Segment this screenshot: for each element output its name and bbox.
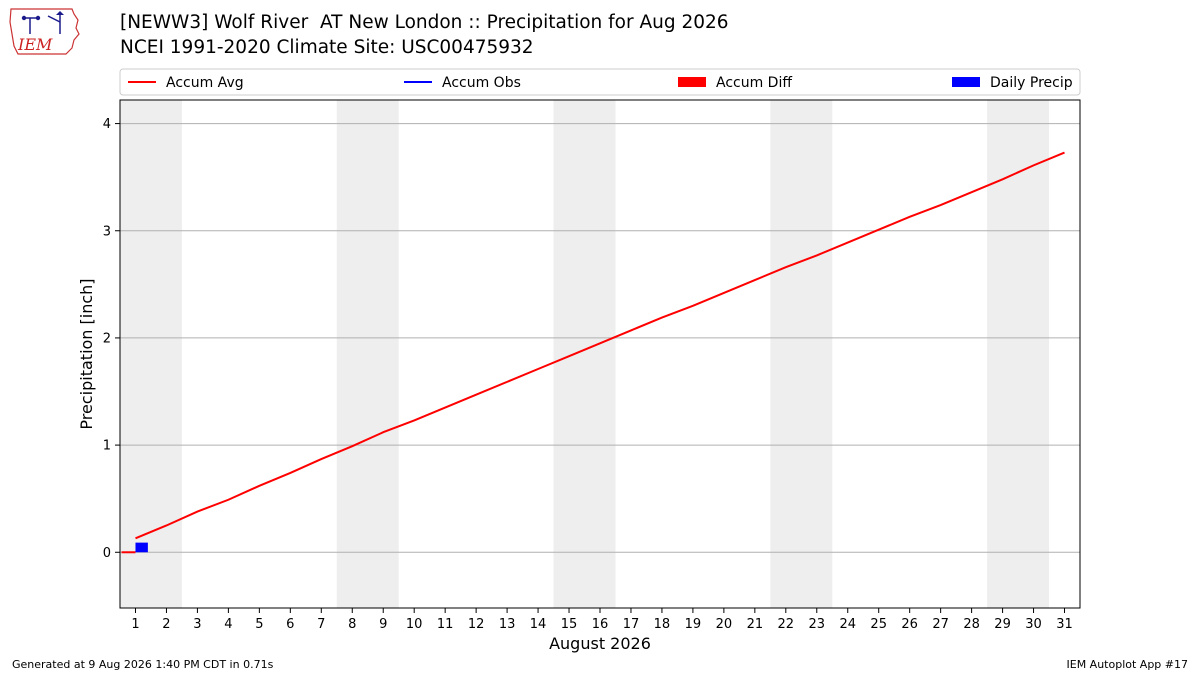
x-tick-label: 8 <box>348 617 356 632</box>
weekend-shading <box>120 100 1050 608</box>
x-tick-label: 28 <box>963 617 980 632</box>
x-tick-label: 18 <box>654 617 671 632</box>
x-tick-label: 3 <box>193 617 201 632</box>
legend-frame <box>119 68 1081 96</box>
app-credit: IEM Autoplot App #17 <box>1066 658 1189 671</box>
legend-label: Accum Diff <box>716 75 792 91</box>
gridlines <box>120 123 1080 553</box>
y-tick-label: 2 <box>103 331 111 346</box>
x-tick-label: 22 <box>778 617 795 632</box>
plot-data <box>121 151 1065 554</box>
accum-avg-line <box>135 151 1065 540</box>
x-tick-label: 21 <box>747 617 764 632</box>
y-tick-label: 0 <box>103 546 111 561</box>
x-tick-label: 23 <box>809 617 826 632</box>
x-tick-label: 30 <box>1025 617 1042 632</box>
x-tick-label: 25 <box>870 617 887 632</box>
x-tick-label: 19 <box>685 617 702 632</box>
weekend-band <box>553 100 616 608</box>
x-tick-label: 5 <box>255 617 263 632</box>
x-axis-label: August 2026 <box>549 634 651 653</box>
x-tick-label: 4 <box>224 617 232 632</box>
x-tick-label: 11 <box>437 617 454 632</box>
daily-precip-bar <box>135 542 148 553</box>
chart-subtitle: NCEI 1991-2020 Climate Site: USC00475932 <box>120 37 534 58</box>
x-tick-label: 2 <box>162 617 170 632</box>
logo-text: IEM <box>17 35 53 54</box>
legend-label: Accum Avg <box>166 75 244 91</box>
x-tick-label: 7 <box>317 617 325 632</box>
x-tick-label: 1 <box>131 617 139 632</box>
y-tick-label: 4 <box>103 117 111 132</box>
weekend-band <box>770 100 833 608</box>
y-axis: 0 1 2 3 4 <box>103 117 120 561</box>
legend-swatch-patch <box>952 77 980 87</box>
x-tick-label: 12 <box>468 617 485 632</box>
x-tick-label: 13 <box>499 617 516 632</box>
iowa-state-outline-icon: IEM <box>9 8 80 55</box>
x-tick-label: 24 <box>839 617 856 632</box>
x-tick-label: 27 <box>932 617 949 632</box>
x-tick-label: 6 <box>286 617 294 632</box>
x-tick-label: 10 <box>406 617 423 632</box>
legend-label: Accum Obs <box>442 75 521 91</box>
generated-timestamp: Generated at 9 Aug 2026 1:40 PM CDT in 0… <box>12 658 274 671</box>
legend-label: Daily Precip <box>990 75 1073 91</box>
weekend-band <box>987 100 1050 608</box>
x-axis: 1 2 3 4 5 6 7 8 9 10 11 12 13 14 15 16 17 18 19 20 21 22 23 24 2… <box>131 608 1073 632</box>
y-tick-label: 3 <box>103 224 111 239</box>
weekend-band <box>336 100 399 608</box>
x-tick-label: 26 <box>901 617 918 632</box>
x-tick-label: 17 <box>623 617 640 632</box>
x-tick-label: 14 <box>530 617 547 632</box>
y-tick-label: 1 <box>103 439 111 454</box>
x-tick-label: 20 <box>716 617 733 632</box>
iem-logo: IEM <box>8 6 80 58</box>
legend: Accum Avg Accum Obs Accum Diff Daily Precip <box>119 68 1081 96</box>
x-tick-label: 29 <box>994 617 1011 632</box>
chart-title: [NEWW3] Wolf River AT New London :: Prec… <box>120 12 729 33</box>
x-tick-label: 9 <box>379 617 387 632</box>
y-axis-label: Precipitation [inch] <box>77 278 96 429</box>
x-tick-label: 15 <box>561 617 578 632</box>
x-tick-label: 16 <box>592 617 609 632</box>
x-tick-label: 31 <box>1056 617 1073 632</box>
legend-swatch-patch <box>678 77 706 87</box>
